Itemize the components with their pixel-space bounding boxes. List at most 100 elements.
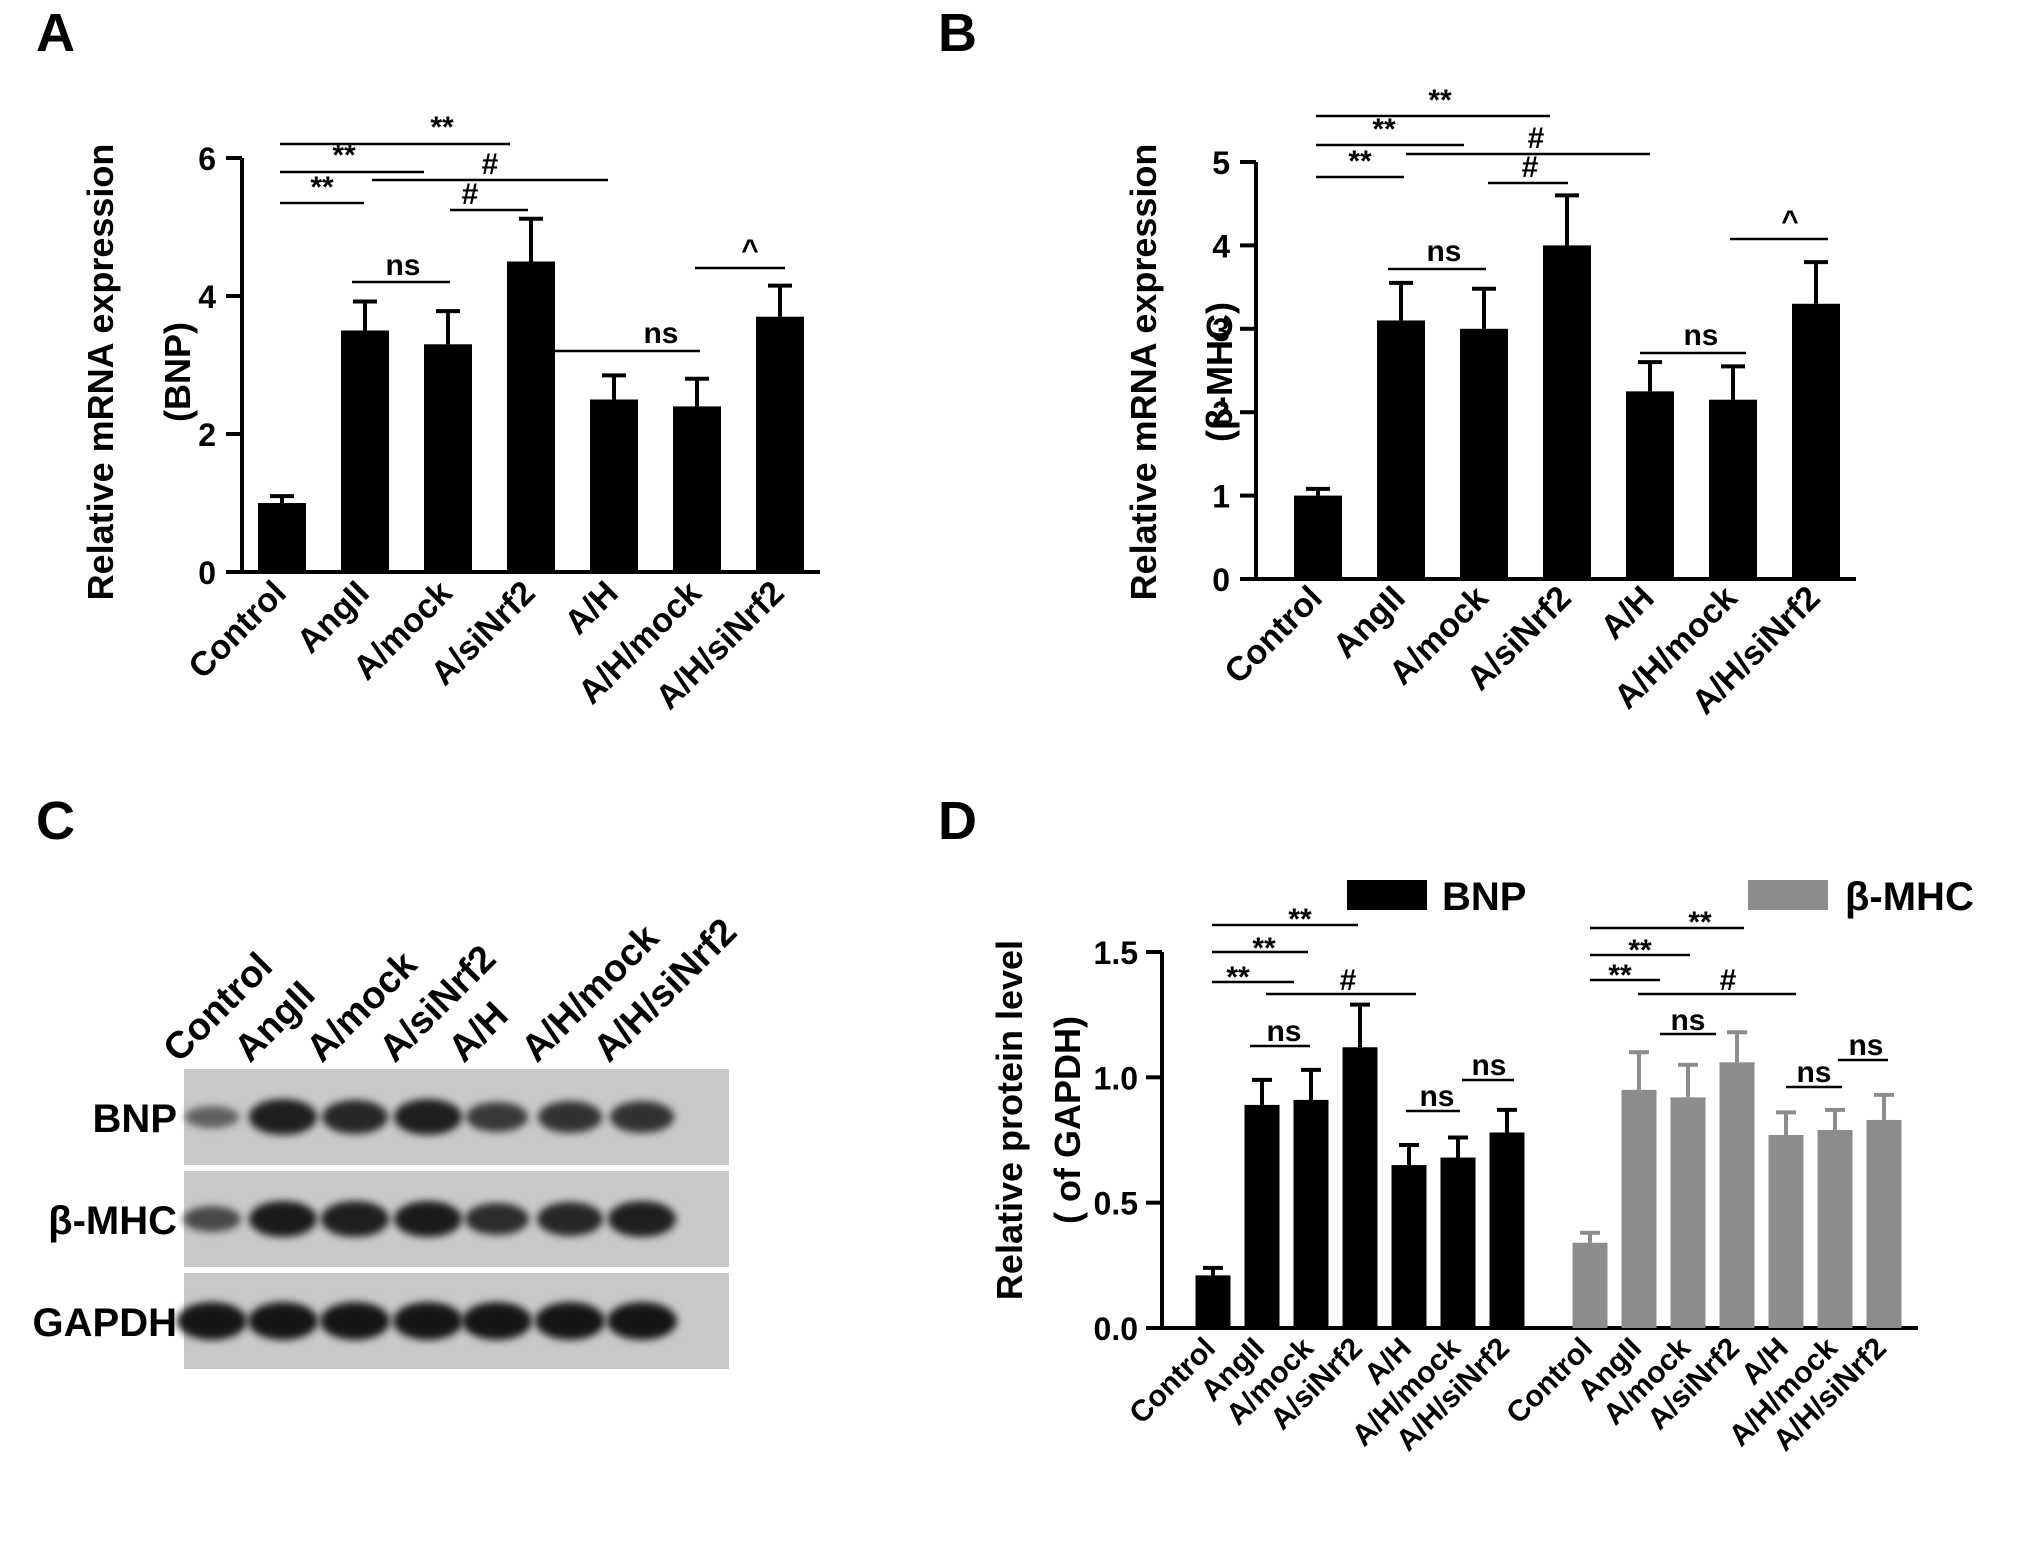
bar [258,503,306,572]
blot-band [394,1099,462,1135]
significance-label: ns [1796,1056,1831,1089]
y-tick-label: 1.0 [1094,1060,1138,1096]
significance-label: ns [1419,1080,1454,1113]
panel-letter-d: D [938,791,977,851]
significance-label: ** [1372,113,1396,146]
blot-band [320,1302,390,1340]
x-tick-label: A/H [1735,1332,1795,1392]
x-tick-label: A/H [557,574,625,642]
bar-bmhc [1768,1134,1804,1328]
x-tick-label: A/H/siNrf2 [649,574,792,717]
significance-label: ns [385,249,420,282]
panel-letter-c: C [36,791,75,851]
x-tick-label: A/siNrf2 [1460,579,1579,698]
x-tick-label: A/H/mock [1607,579,1745,717]
significance-label: ** [1252,932,1276,965]
y-tick-label: 6 [198,141,216,177]
blot-band [608,1201,676,1237]
blot-band [185,1106,239,1128]
y-tick-label: 4 [198,279,216,315]
significance-label: ns [1670,1004,1705,1037]
bar [507,261,555,572]
bar [590,399,638,572]
bar-bmhc [1817,1129,1853,1328]
blot-band [321,1099,389,1135]
y-axis-label: Relative mRNA expression [80,144,121,601]
y-tick-label: 0 [198,555,216,591]
x-tick-label: A/H/siNrf2 [1685,579,1828,722]
blot-band [464,1202,530,1236]
significance-label: # [1522,151,1539,184]
x-tick-label: A/mock [1382,579,1496,693]
significance-label: ** [1688,906,1712,939]
x-tick-label: A/H/siNrf2 [1390,1332,1516,1458]
y-tick-label: 2 [1212,395,1230,431]
y-tick-label: 0 [1212,562,1230,598]
bar-bnp [1342,1047,1378,1328]
blot-band [393,1200,463,1238]
y-axis-label-unit: ( of GAPDH) [1047,1016,1088,1224]
significance-label: ^ [741,234,759,267]
x-tick-label: A/H [1593,579,1661,647]
y-tick-label: 4 [1212,228,1230,264]
significance-label: ns [1471,1049,1506,1082]
y-tick-label: 2 [198,417,216,453]
x-tick-label: A/siNrf2 [424,574,543,693]
significance-label: ** [1428,84,1452,117]
significance-label: # [1720,964,1737,997]
bar-bmhc [1572,1242,1608,1328]
blot-band [393,1302,463,1340]
x-tick-label: A/H/mock [1346,1331,1467,1452]
blot-row-label: BNP [92,1097,177,1141]
blot-band [465,1101,529,1133]
significance-label: ns [1426,235,1461,268]
blot-band [248,1200,318,1238]
x-tick-label: A/H [1358,1332,1418,1392]
blot-row-label: β-MHC [48,1199,177,1243]
y-axis-label-unit: (BNP) [157,322,198,422]
blot-band [536,1201,604,1237]
significance-label: ^ [1781,205,1799,238]
x-tick-label: A/mock [1220,1331,1320,1431]
significance-label: ns [1266,1015,1301,1048]
bar [1709,399,1757,579]
bar-bmhc [1719,1062,1755,1328]
blot-row-label: GAPDH [32,1301,177,1345]
blot-band [248,1302,318,1340]
bar-bnp [1195,1275,1231,1328]
x-tick-label: A/H/mock [571,574,709,712]
blot-band [321,1201,389,1237]
blot-band [462,1302,532,1340]
legend-swatch-bnp [1347,880,1427,910]
y-tick-label: 5 [1212,145,1230,181]
significance-label: # [462,178,479,211]
bar [424,344,472,572]
bar [341,330,389,572]
significance-label: # [1340,964,1357,997]
x-tick-label: A/siNrf2 [1264,1332,1369,1437]
bar [1377,320,1425,579]
significance-label: ** [1628,934,1652,967]
significance-label: ** [1608,959,1632,992]
x-tick-label: Control [1500,1332,1599,1431]
blot-band [607,1302,677,1340]
blot-band [177,1302,247,1340]
x-tick-label: Control [1217,579,1329,691]
significance-label: # [482,148,499,181]
bar [1792,303,1840,579]
y-axis-label: Relative mRNA expression [1123,144,1164,601]
significance-label: ns [643,317,678,350]
significance-label: ** [1348,145,1372,178]
legend-label-bnp: BNP [1442,875,1526,919]
x-tick-label: AngII [1326,579,1413,666]
y-tick-label: 0.5 [1094,1186,1138,1222]
bar-bnp [1391,1165,1427,1328]
y-axis-label-unit: (β-MHC) [1199,302,1240,442]
panel-letter-a: A [36,3,75,63]
panel-letter-b: B [938,3,977,63]
bar-bnp [1293,1099,1329,1328]
x-tick-label: A/mock [1597,1331,1697,1431]
x-tick-label: A/mock [346,574,460,688]
bar-bmhc [1670,1097,1706,1328]
x-tick-label: AngII [1572,1332,1648,1408]
